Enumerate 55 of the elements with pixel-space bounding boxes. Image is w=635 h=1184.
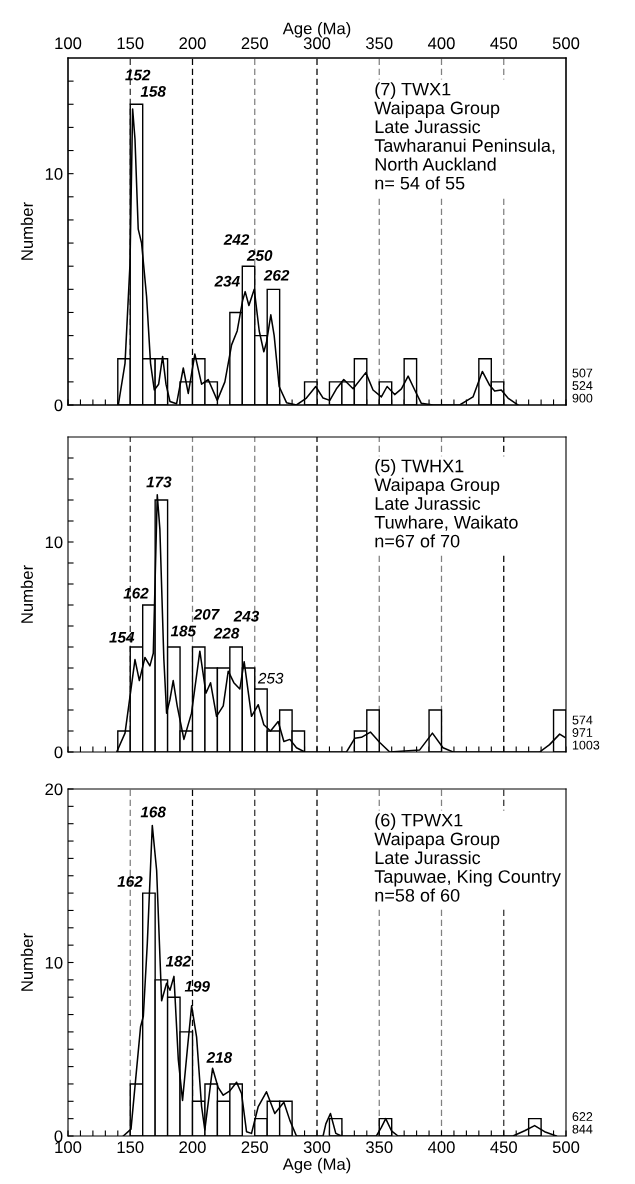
text: 574 971 1003 (572, 715, 600, 750)
x2-tick-label: 500 (552, 37, 580, 50)
annotation: 185 (170, 625, 197, 637)
annotation: 228 (213, 627, 240, 639)
y-axis-title: Number (20, 202, 33, 260)
annotation: 168 (140, 806, 166, 818)
annotation: 162 (123, 587, 149, 599)
x-tick-label: 200 (179, 1141, 206, 1154)
y-axis-title: Number (20, 565, 33, 623)
x2-tick-label: 300 (303, 37, 331, 50)
annotation: 154 (109, 632, 135, 643)
text: 622 844 (572, 1112, 593, 1134)
annotation: 250 (246, 250, 273, 261)
x2-tick-label: 450 (490, 37, 517, 50)
x-tick-label: 400 (427, 1141, 455, 1154)
y-tick-label: 0 (54, 746, 63, 759)
y-tick-label: 0 (54, 399, 63, 412)
x2-tick-label: 150 (117, 37, 144, 50)
x-tick-label: 300 (303, 1141, 331, 1154)
y-tick-label: 10 (45, 168, 63, 180)
y-tick-label: 10 (45, 956, 63, 969)
annotation: 199 (184, 980, 210, 992)
annotation: 234 (214, 275, 240, 287)
x2-tick-label: 350 (365, 37, 393, 50)
x2-tick-label: 100 (55, 37, 82, 50)
y-axis-title: Number (20, 933, 33, 991)
annotation: 182 (165, 955, 191, 967)
x2-axis-title: Age (Ma) (282, 22, 351, 38)
y-tick-label: 10 (45, 536, 63, 549)
annotation: 253 (257, 672, 284, 684)
x2-tick-label: 200 (179, 37, 206, 50)
y-tick-label: 20 (45, 783, 63, 796)
annotation: 218 (206, 1052, 233, 1063)
x-axis-title: Age (Ma) (282, 1157, 351, 1174)
x-tick-label: 100 (55, 1141, 82, 1154)
annotation: 173 (146, 476, 172, 488)
x-tick-label: 150 (117, 1141, 144, 1154)
annotation: 162 (117, 875, 143, 887)
x-tick-label: 350 (365, 1141, 393, 1154)
annotation: 158 (140, 85, 166, 97)
annotation: 207 (193, 608, 220, 620)
annotation: 262 (263, 269, 290, 281)
annotation: 242 (223, 234, 250, 245)
x-tick-label: 450 (490, 1141, 517, 1154)
annotation: (6) TPWX1 Waipapa Group Late Jurassic Tapuwae, King Country n=58 of 60 (374, 813, 561, 902)
annotation: 152 (125, 69, 151, 81)
annotation: 243 (233, 610, 260, 622)
x-tick-label: 250 (241, 1141, 268, 1154)
y-tick-label: 0 (54, 1130, 63, 1143)
annotation: (7) TWX1 Waipapa Group Late Jurassic Tawharanui Peninsula, North Auckland n= 54 of 55 (374, 82, 555, 190)
text: 507 524 900 (572, 368, 593, 403)
x2-tick-label: 250 (241, 37, 268, 50)
x2-tick-label: 400 (427, 37, 455, 50)
annotation: (5) TWHX1 Waipapa Group Late Jurassic Tuwhare, Waikato n=67 of 70 (374, 459, 518, 548)
x-tick-label: 500 (552, 1141, 580, 1154)
